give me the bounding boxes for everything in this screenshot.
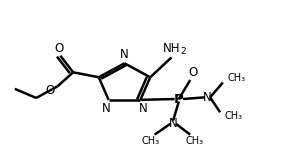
Text: N: N: [120, 48, 129, 61]
Text: 2: 2: [181, 47, 186, 56]
Text: O: O: [54, 42, 63, 55]
Text: CH₃: CH₃: [141, 136, 159, 146]
Text: O: O: [46, 84, 55, 97]
Text: N: N: [169, 117, 178, 130]
Text: P: P: [174, 93, 184, 106]
Text: O: O: [188, 66, 198, 79]
Text: CH₃: CH₃: [224, 111, 243, 121]
Text: N: N: [203, 91, 212, 104]
Text: CH₃: CH₃: [185, 136, 204, 146]
Text: N: N: [101, 103, 110, 115]
Text: N: N: [139, 103, 148, 115]
Text: NH: NH: [163, 42, 180, 55]
Text: CH₃: CH₃: [227, 73, 245, 83]
